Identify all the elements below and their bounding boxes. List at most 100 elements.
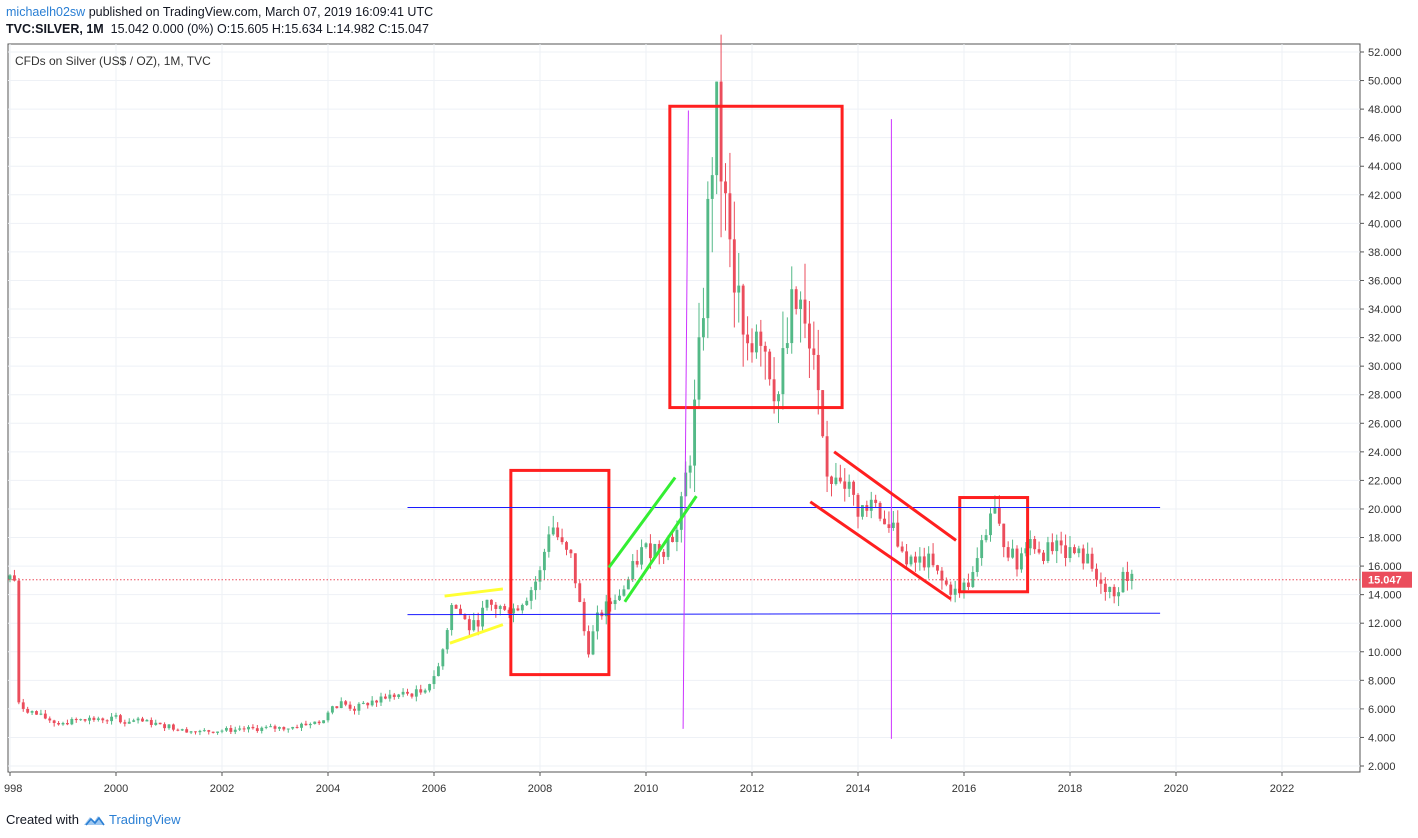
candle-body [896, 522, 900, 547]
candle-body [768, 351, 772, 380]
candle-body [224, 728, 228, 731]
candle-body [878, 502, 882, 519]
x-tick-label: 2004 [316, 783, 340, 795]
plot-frame [7, 43, 1361, 773]
candle-body [887, 524, 891, 528]
box-2011-peak [668, 104, 844, 410]
x-tick-label: 2014 [846, 783, 870, 795]
candle-body [962, 582, 966, 593]
y-tick-label: 24.000 [1368, 447, 1402, 459]
candle-body [216, 731, 220, 733]
candle-body [141, 718, 144, 722]
candle-body [746, 334, 750, 344]
tradingview-brand-link[interactable]: TradingView [108, 812, 181, 827]
candle-body [12, 575, 16, 581]
last-price-label: 15.047 [1368, 575, 1402, 587]
candle-body [282, 727, 286, 730]
candle-body [900, 546, 904, 552]
candle-body [52, 720, 56, 724]
candle-body [525, 600, 529, 605]
candle-body [441, 649, 445, 667]
candle-body [39, 713, 43, 715]
candle-body [688, 465, 692, 473]
candle-body [1112, 586, 1116, 597]
y-tick-label: 28.000 [1368, 390, 1402, 402]
candle-body [344, 701, 348, 705]
candle-body [684, 472, 688, 497]
candle-body [48, 718, 52, 721]
candle-body [883, 518, 886, 525]
candle-body [759, 331, 763, 346]
candle-body [145, 719, 149, 722]
candle-body [476, 620, 480, 627]
candle-body [653, 543, 657, 559]
candle-body [273, 726, 277, 729]
candle-body [74, 719, 78, 721]
x-tick-label: 2006 [422, 783, 446, 795]
y-tick-label: 22.000 [1368, 475, 1402, 487]
candle-body [918, 556, 922, 563]
candle-body [909, 556, 913, 565]
y-tick-label: 14.000 [1368, 590, 1402, 602]
candle-body [375, 700, 379, 703]
candle-body [922, 556, 926, 568]
candle-body [777, 394, 780, 402]
candle-body [397, 694, 401, 697]
y-tick-label: 44.000 [1368, 161, 1402, 173]
candle-body [737, 285, 741, 293]
candle-body [348, 704, 352, 709]
candle-body [750, 343, 754, 353]
candle-body [560, 537, 564, 543]
candle-body [410, 693, 414, 697]
candle-body [675, 529, 679, 543]
candle-body [635, 561, 639, 565]
candle-body [1019, 553, 1023, 570]
candle-body [459, 608, 462, 615]
candle-body [255, 728, 259, 731]
x-tick-label: 2016 [952, 783, 976, 795]
candle-body [671, 536, 674, 543]
candle-body [741, 285, 745, 335]
y-tick-label: 42.000 [1368, 190, 1402, 202]
candle-body [1006, 547, 1010, 558]
candle-body [304, 723, 308, 726]
candle-body [591, 631, 595, 655]
candle-body [92, 717, 96, 720]
candle-body [185, 729, 189, 733]
candle-body [339, 701, 343, 709]
x-tick-label: 998 [4, 783, 22, 795]
candles [8, 34, 1134, 736]
vertical-marker-2010 [682, 110, 689, 729]
candle-body [189, 731, 193, 733]
candle-body [295, 726, 299, 728]
candle-body [330, 706, 334, 713]
candle-body [1121, 571, 1125, 593]
y-tick-label: 18.000 [1368, 533, 1402, 545]
candle-body [595, 612, 599, 632]
candle-body [21, 702, 25, 709]
candle-body [450, 605, 454, 631]
candle-body [79, 719, 83, 721]
candle-body [997, 508, 1001, 524]
y-tick-label: 12.000 [1368, 618, 1402, 630]
candle-body [313, 721, 317, 724]
candle-body [149, 719, 153, 725]
candle-body [516, 608, 520, 611]
candle-body [317, 721, 321, 724]
candle-body [856, 494, 860, 517]
candle-body [710, 175, 714, 199]
candle-body [1081, 548, 1085, 564]
author-link[interactable]: michaelh02sw [6, 5, 86, 19]
candle-body [662, 551, 666, 557]
candle-body [1046, 542, 1050, 561]
candle-body [291, 726, 295, 729]
candle-body [701, 318, 705, 338]
candle-body [8, 575, 12, 580]
candle-body [379, 696, 383, 703]
x-tick-label: 2002 [210, 783, 234, 795]
candle-body [211, 731, 215, 733]
candle-body [503, 606, 507, 610]
y-tick-label: 6.000 [1368, 704, 1396, 716]
candle-body [238, 728, 242, 730]
